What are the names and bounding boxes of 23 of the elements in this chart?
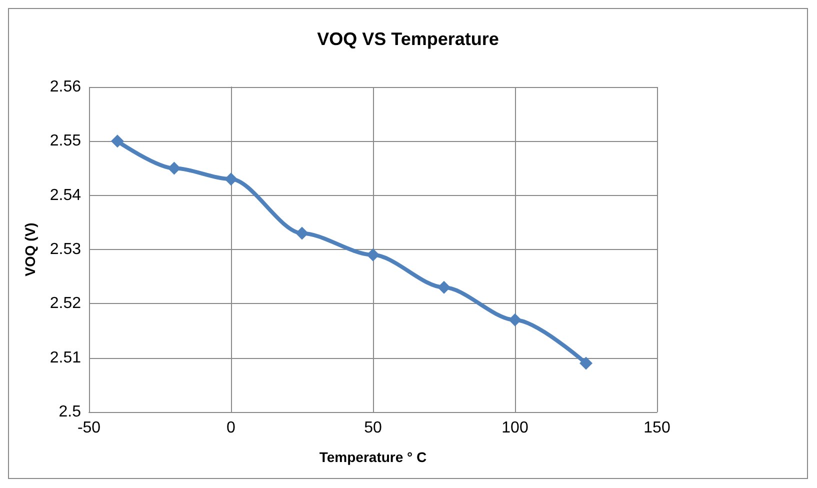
y-tick-label: 2.56 — [50, 78, 82, 96]
chart-title: VOQ VS Temperature — [317, 29, 499, 49]
y-tick-label: 2.54 — [50, 186, 82, 204]
y-axis-title: VOQ (V) — [22, 222, 38, 276]
x-tick-label: 100 — [502, 420, 528, 436]
point — [580, 356, 592, 370]
y-tick-label: 2.55 — [50, 132, 82, 150]
y-tick-label: 2.53 — [50, 241, 82, 258]
point — [224, 172, 238, 186]
point — [508, 313, 522, 326]
point — [296, 226, 308, 240]
point — [110, 134, 124, 148]
point — [168, 162, 181, 175]
y-tick-label: 2.5 — [58, 404, 82, 420]
x-tick-label: -50 — [77, 420, 101, 436]
point — [438, 280, 450, 294]
x-tick-label: 50 — [364, 420, 382, 436]
x-axis-title: Temperature ° C — [319, 449, 427, 465]
x-tick-label: 0 — [226, 420, 236, 436]
y-tick-label: 2.52 — [50, 295, 82, 312]
y-tick-label: 2.51 — [50, 349, 82, 366]
x-tick-label: 150 — [644, 420, 670, 436]
point — [366, 248, 380, 262]
